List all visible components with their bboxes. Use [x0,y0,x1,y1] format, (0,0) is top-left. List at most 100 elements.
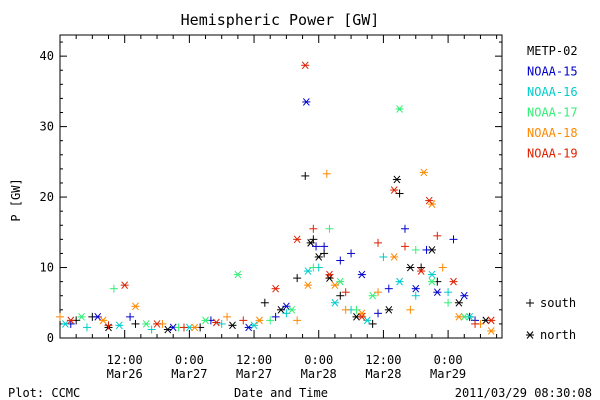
data-point-south [471,319,480,328]
marker-stroke [358,309,366,318]
data-point-south [422,245,431,254]
marker-stroke [420,168,428,177]
data-point-north [425,196,434,205]
marker-stroke [336,277,344,286]
plot-area: 01020304012:00Mar260:00Mar2712:00Mar270:… [40,34,503,381]
marker-stroke [67,316,75,325]
data-point-south [320,249,329,258]
marker-stroke [62,320,69,328]
data-point-north [487,316,496,325]
data-point-north [302,98,311,106]
x-axis-label: Date and Time [234,386,328,400]
x-tick-date: Mar29 [430,367,466,381]
legend: METP-02 NOAA-15 NOAA-16 NOAA-17 NOAA-18 NOAA-… [526,44,578,342]
data-point-south [293,316,302,325]
marker-stroke [132,302,139,311]
marker-stroke [385,305,393,314]
data-point-south [341,305,350,314]
marker-stroke [315,253,323,261]
x-tick-date: Mar27 [236,367,272,381]
legend-entry: METP-02 [527,44,578,58]
marker-stroke [450,277,457,286]
data-point-south [179,323,188,332]
data-point-north [233,270,242,279]
y-tick-label: 30 [40,120,54,134]
marker-stroke [455,313,463,321]
legend-symbol-north [526,331,534,339]
marker-stroke [272,284,279,293]
data-point-north [368,291,377,300]
data-point-south [309,263,318,272]
data-point-south [438,263,447,272]
marker-stroke [121,281,129,289]
data-point-north [201,316,210,325]
marker-stroke [185,323,193,332]
data-point-north [392,175,401,184]
data-point-south [400,224,409,233]
data-point-north [301,61,310,70]
data-point-north [325,270,334,279]
data-point-south [411,245,420,254]
marker-stroke [94,313,102,321]
data-point-north [153,320,162,328]
plot-frame [59,34,503,339]
marker-stroke [425,196,433,205]
marker-stroke [169,323,177,332]
data-point-north [99,316,108,325]
data-point-north [419,168,428,177]
data-point-south [336,291,345,300]
data-point-north [395,277,404,286]
data-point-north [395,105,404,113]
x-tick-time: 12:00 [107,353,143,367]
marker-stroke [466,313,474,321]
marker-stroke [358,270,366,279]
marker-stroke [396,105,403,113]
marker-stroke [526,331,534,339]
data-point-south [239,316,248,325]
marker-stroke [482,316,490,325]
marker-stroke [250,321,258,330]
data-point-north [271,284,280,293]
data-point-south [260,298,269,307]
data-point-north [357,270,366,279]
marker-stroke [304,281,312,289]
data-point-south [449,235,458,244]
marker-stroke [212,318,220,327]
data-point-south [374,238,383,247]
marker-stroke [455,298,463,307]
marker-stroke [301,61,309,70]
marker-stroke [487,327,495,335]
data-point-north [287,305,296,314]
data-point-north [66,316,75,325]
data-point-south [320,242,329,251]
data-point-north [303,267,312,275]
marker-stroke [256,316,263,325]
marker-stroke [428,246,436,254]
data-point-north [255,316,264,325]
marker-stroke [331,298,339,307]
plot-credit: Plot: CCMC [8,386,80,400]
data-point-north [390,253,399,261]
marker-stroke [304,267,312,275]
marker-stroke [396,277,403,286]
marker-stroke [283,302,290,311]
data-point-north [115,321,124,330]
marker-stroke [428,277,436,286]
x-tick-date: Mar26 [107,367,143,381]
data-point-south [104,321,113,330]
data-point-south [374,309,383,318]
data-point-south [309,224,318,233]
marker-stroke [363,316,371,325]
data-point-south [293,274,302,283]
marker-stroke [302,98,310,106]
x-tick-date: Mar28 [365,367,401,381]
data-point-north [357,313,366,321]
data-point-south [126,312,135,321]
data-point-north [131,302,140,311]
data-point-north [293,235,302,244]
data-point-south [411,291,420,300]
data-point-south [341,288,350,297]
data-point-north [427,277,436,286]
data-point-south [444,288,453,297]
marker-stroke [277,305,285,314]
